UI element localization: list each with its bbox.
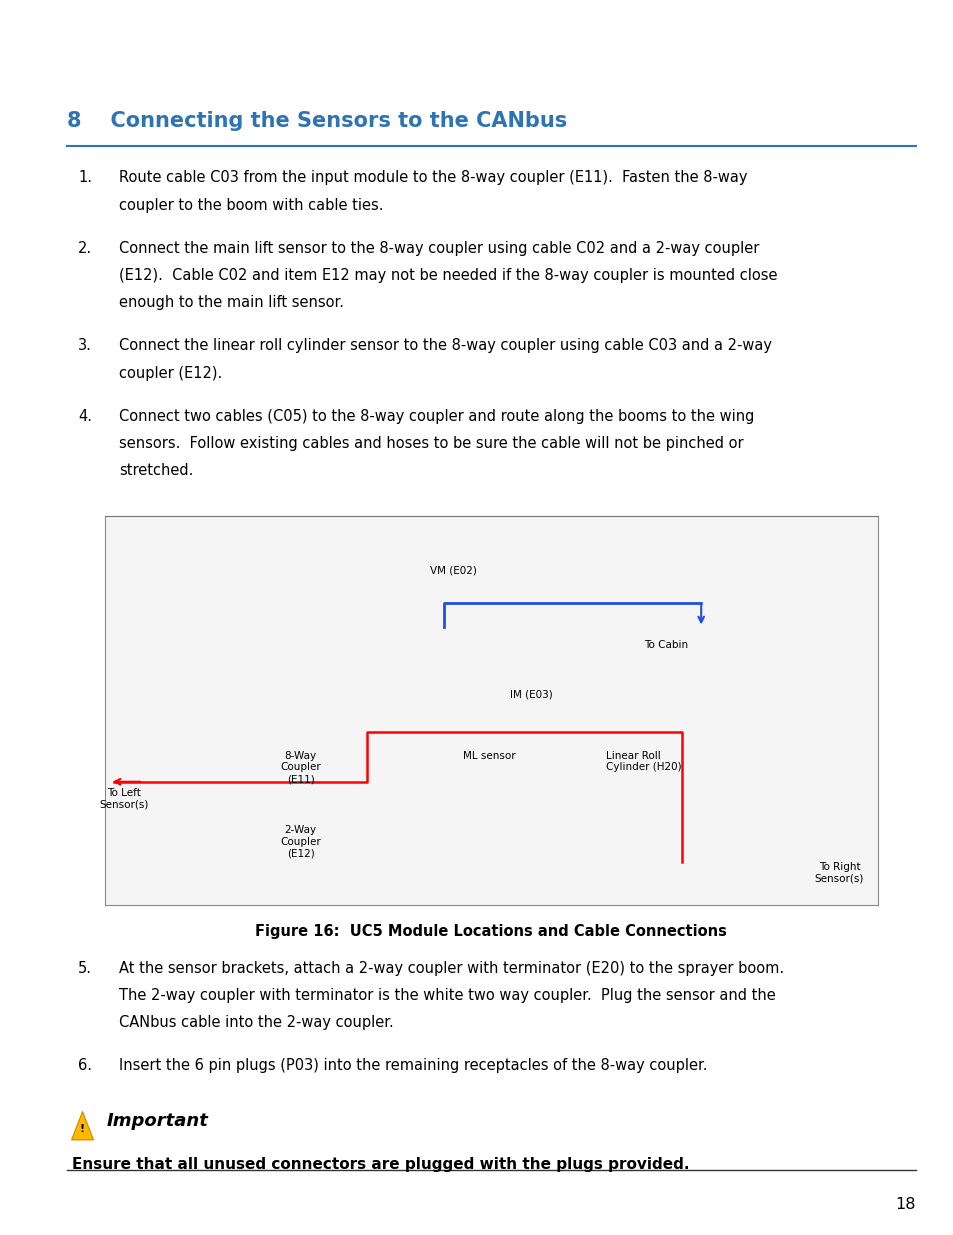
Text: stretched.: stretched. <box>119 463 193 478</box>
Text: VM (E02): VM (E02) <box>429 566 476 576</box>
Text: Connect two cables (C05) to the 8-way coupler and route along the booms to the w: Connect two cables (C05) to the 8-way co… <box>119 409 754 424</box>
Text: 18: 18 <box>895 1197 915 1212</box>
Text: To Right
Sensor(s): To Right Sensor(s) <box>814 862 863 883</box>
Text: (E12).  Cable C02 and item E12 may not be needed if the 8-way coupler is mounted: (E12). Cable C02 and item E12 may not be… <box>119 268 777 283</box>
Text: Route cable C03 from the input module to the 8-way coupler (E11).  Fasten the 8-: Route cable C03 from the input module to… <box>119 170 747 185</box>
Text: CANbus cable into the 2-way coupler.: CANbus cable into the 2-way coupler. <box>119 1015 394 1030</box>
Bar <box>105 516 877 905</box>
Text: sensors.  Follow existing cables and hoses to be sure the cable will not be pinc: sensors. Follow existing cables and hose… <box>119 436 743 451</box>
Text: 8    Connecting the Sensors to the CANbus: 8 Connecting the Sensors to the CANbus <box>67 111 566 131</box>
Text: Ensure that all unused connectors are plugged with the plugs provided.: Ensure that all unused connectors are pl… <box>71 1157 688 1172</box>
Text: Connect the main lift sensor to the 8-way coupler using cable C02 and a 2-way co: Connect the main lift sensor to the 8-wa… <box>119 241 759 256</box>
Text: At the sensor brackets, attach a 2-way coupler with terminator (E20) to the spra: At the sensor brackets, attach a 2-way c… <box>119 961 783 976</box>
Text: enough to the main lift sensor.: enough to the main lift sensor. <box>119 295 344 310</box>
Text: To Left
Sensor(s): To Left Sensor(s) <box>99 788 149 809</box>
Text: 2-Way
Coupler
(E12): 2-Way Coupler (E12) <box>280 825 320 858</box>
Text: ML sensor: ML sensor <box>462 751 515 761</box>
Text: Insert the 6 pin plugs (P03) into the remaining receptacles of the 8-way coupler: Insert the 6 pin plugs (P03) into the re… <box>119 1058 707 1073</box>
Text: Linear Roll
Cylinder (H20): Linear Roll Cylinder (H20) <box>605 751 680 772</box>
Text: 8-Way
Coupler
(E11): 8-Way Coupler (E11) <box>280 751 320 784</box>
Text: 1.: 1. <box>78 170 92 185</box>
Text: To Cabin: To Cabin <box>643 640 687 650</box>
Text: IM (E03): IM (E03) <box>510 689 553 699</box>
Text: coupler (E12).: coupler (E12). <box>119 366 222 380</box>
Text: Figure 16:  UC5 Module Locations and Cable Connections: Figure 16: UC5 Module Locations and Cabl… <box>255 924 726 939</box>
Text: Important: Important <box>107 1112 209 1130</box>
Text: 2.: 2. <box>78 241 92 256</box>
Polygon shape <box>71 1112 93 1140</box>
Text: The 2-way coupler with terminator is the white two way coupler.  Plug the sensor: The 2-way coupler with terminator is the… <box>119 988 775 1003</box>
Text: coupler to the boom with cable ties.: coupler to the boom with cable ties. <box>119 198 383 212</box>
Text: 5.: 5. <box>78 961 92 976</box>
Text: 6.: 6. <box>78 1058 92 1073</box>
Text: 3.: 3. <box>78 338 92 353</box>
Text: 4.: 4. <box>78 409 92 424</box>
Text: !: ! <box>80 1124 85 1134</box>
Text: Connect the linear roll cylinder sensor to the 8-way coupler using cable C03 and: Connect the linear roll cylinder sensor … <box>119 338 771 353</box>
